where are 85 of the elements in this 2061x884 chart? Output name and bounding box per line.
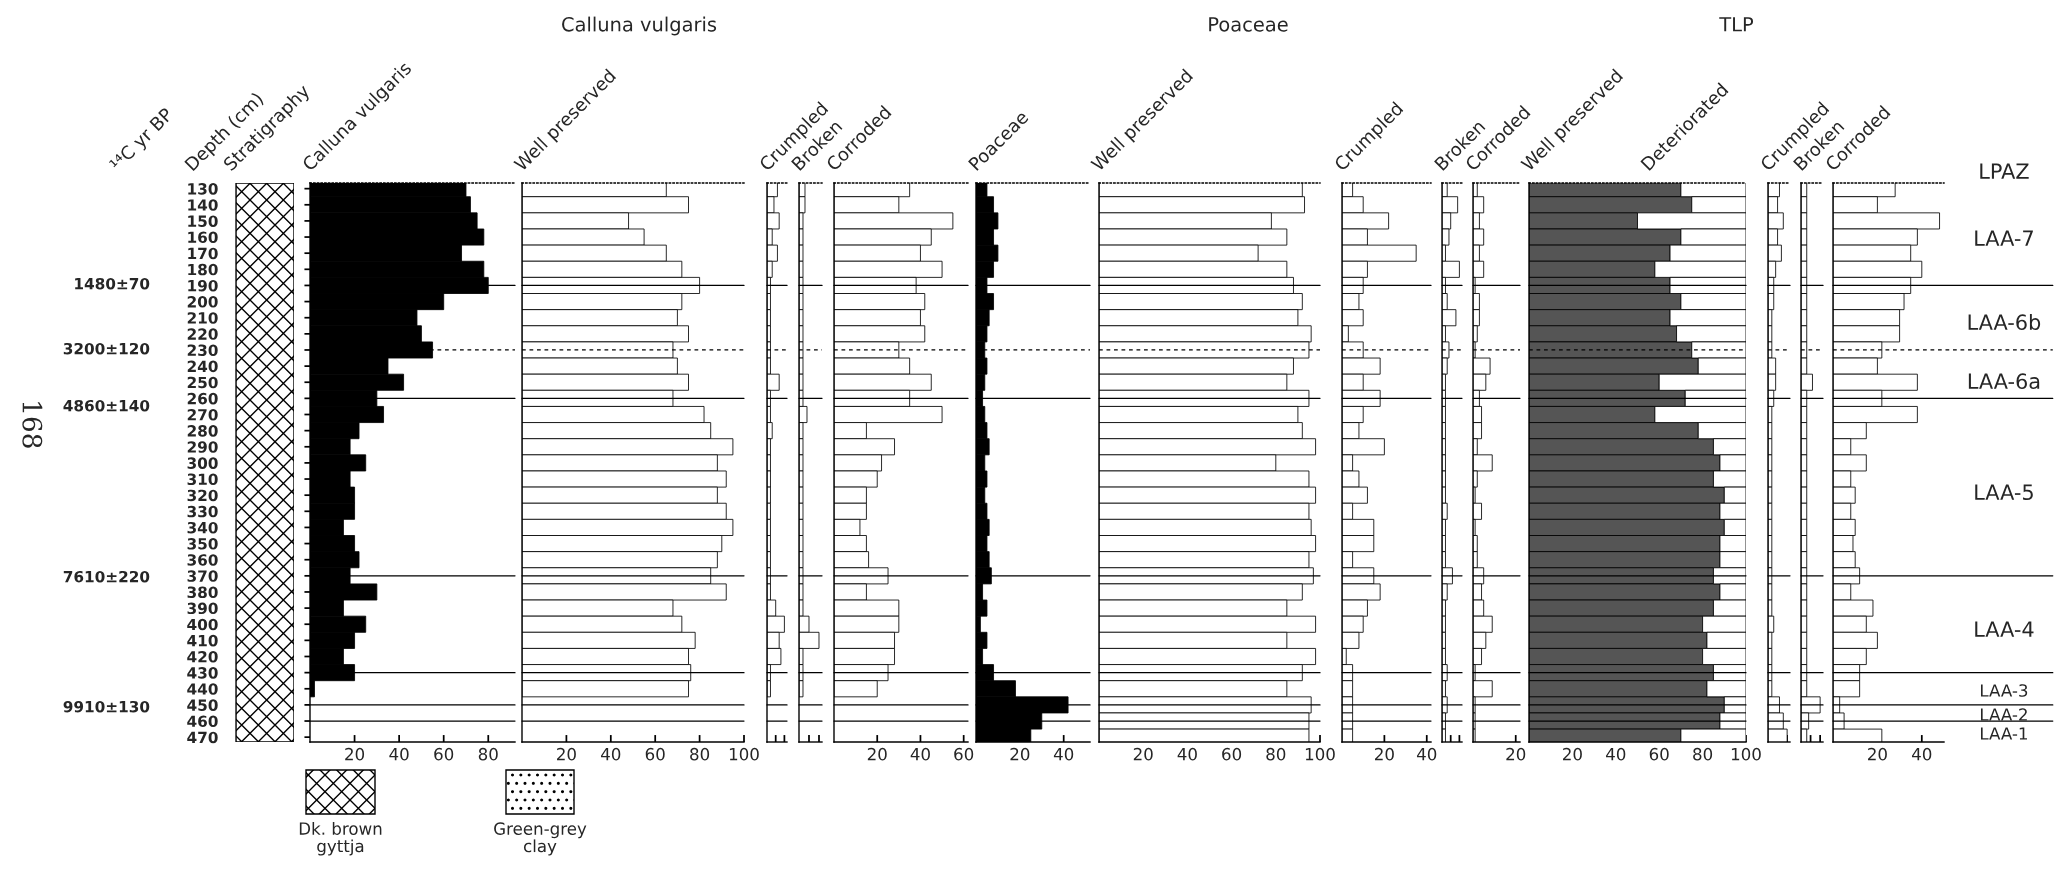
y-tick-label: 350 — [187, 538, 218, 550]
text: 7610±220 — [63, 570, 150, 583]
x-tick-label: 40 — [1177, 747, 1197, 761]
y-tick-label: 290 — [187, 441, 218, 453]
y-tick-label: 390 — [187, 602, 218, 615]
x-tick-label: 40 — [1912, 747, 1932, 761]
x-tick-label: 60 — [954, 747, 974, 761]
text: ¹⁴C yr BP — [108, 106, 177, 175]
x-tick-label: 60 — [1222, 747, 1242, 761]
y-tick-label: 310 — [187, 473, 218, 486]
y-tick-label: 340 — [187, 521, 218, 534]
y-tick-label: 410 — [187, 634, 218, 647]
x-tick-label: 40 — [389, 747, 409, 761]
text: LAA-2 — [1980, 708, 2027, 721]
y-tick-label: 450 — [187, 699, 218, 711]
x-tick-label: 20 — [345, 747, 365, 761]
x-tick-label: 20 — [1375, 747, 1394, 761]
x-tick-label: 60 — [434, 747, 454, 761]
text: LAA-3 — [1980, 684, 2028, 697]
y-tick-label: 400 — [187, 618, 218, 631]
x-tick-label: 100 — [729, 747, 759, 761]
y-tick-label: 180 — [188, 263, 218, 276]
text: LAA-5 — [1975, 484, 2033, 501]
text: 1480±70 — [75, 277, 150, 290]
x-tick-label: 20 — [557, 747, 576, 761]
y-tick-label: 430 — [187, 667, 218, 679]
x-tick-label: 100 — [1731, 747, 1761, 761]
y-tick-label: 320 — [187, 489, 218, 502]
text: 3200±120 — [63, 342, 150, 355]
x-tick-label: 20 — [1010, 747, 1030, 761]
x-tick-label: 100 — [1305, 747, 1335, 761]
y-tick-label: 330 — [187, 505, 218, 518]
x-tick-label: 40 — [910, 747, 930, 761]
y-tick-label: 270 — [187, 408, 218, 421]
x-tick-label: 40 — [601, 747, 621, 761]
y-tick-label: 420 — [187, 650, 218, 663]
x-tick-label: 20 — [1506, 747, 1526, 761]
x-tick-label: 40 — [1053, 747, 1074, 761]
y-tick-label: 190 — [188, 279, 218, 292]
x-tick-label: 40 — [1606, 747, 1626, 761]
y-tick-label: 260 — [187, 392, 218, 405]
y-tick-label: 160 — [188, 231, 218, 244]
y-tick-label: 440 — [187, 683, 218, 695]
y-tick-label: 140 — [188, 199, 218, 211]
x-tick-label: 60 — [1649, 747, 1669, 761]
text: 4860±140 — [63, 399, 150, 412]
text: LPAZ — [1980, 163, 2029, 179]
y-tick-label: 170 — [188, 247, 218, 260]
x-tick-label: 20 — [1868, 747, 1887, 761]
y-tick-label: 210 — [187, 312, 218, 324]
text: Poaceae — [1209, 17, 1288, 32]
y-tick-label: 360 — [187, 554, 218, 566]
y-tick-label: 470 — [187, 731, 218, 744]
text: LAA-1 — [1980, 727, 2027, 740]
y-tick-label: 130 — [188, 183, 218, 195]
x-tick-label: 80 — [1693, 747, 1713, 761]
x-tick-label: 80 — [1266, 747, 1286, 761]
y-tick-label: 250 — [187, 376, 218, 389]
y-tick-label: 150 — [188, 215, 218, 227]
y-tick-label: 380 — [187, 586, 218, 598]
x-tick-label: 20 — [1133, 747, 1153, 761]
y-tick-label: 370 — [187, 570, 218, 582]
y-tick-label: 460 — [187, 715, 218, 728]
text: Calluna vulgaris — [562, 16, 717, 36]
y-tick-label: 280 — [187, 425, 218, 437]
x-tick-label: 20 — [1563, 747, 1582, 761]
text: Dk. brown gyttja — [299, 822, 382, 856]
text: LAA-7 — [1975, 230, 2033, 246]
text: 9910±130 — [63, 700, 150, 713]
x-tick-label: 80 — [478, 747, 498, 761]
x-tick-label: 60 — [645, 747, 665, 761]
text: TLP — [1719, 17, 1754, 32]
x-tick-label: 20 — [867, 747, 887, 761]
text: LAA-4 — [1975, 621, 2034, 637]
x-tick-label: 80 — [690, 747, 710, 761]
y-tick-label: 200 — [187, 296, 218, 308]
y-tick-label: 300 — [187, 457, 218, 469]
text: Green-grey clay — [494, 822, 587, 856]
y-tick-label: 220 — [187, 328, 218, 340]
y-tick-label: 240 — [187, 360, 218, 373]
x-tick-label: 40 — [1416, 747, 1437, 761]
text: LAA-6a — [1968, 373, 2040, 390]
text: 168 — [22, 402, 43, 448]
y-tick-label: 230 — [187, 344, 218, 356]
text: LAA-6b — [1968, 313, 2041, 331]
